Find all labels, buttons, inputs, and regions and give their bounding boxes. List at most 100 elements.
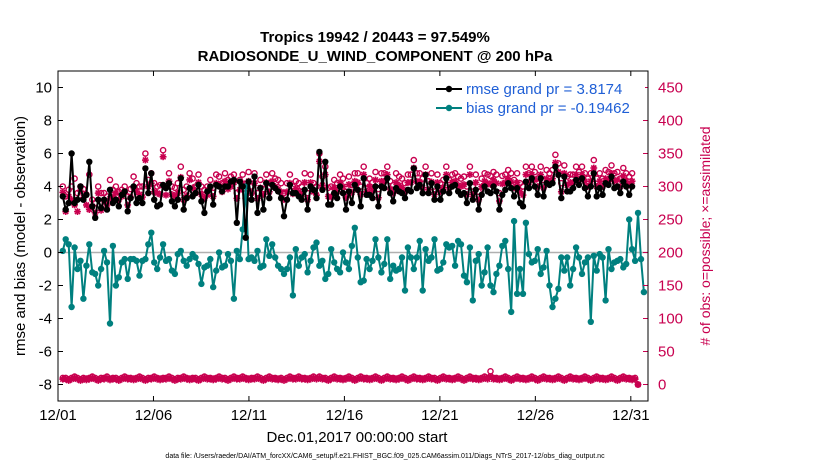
y2-tick-label: 0 — [658, 377, 666, 394]
bias-point — [575, 254, 583, 261]
rmse-point — [198, 198, 205, 205]
obs-possible-point — [466, 163, 474, 170]
bias-point — [369, 257, 376, 264]
rmse-point — [263, 180, 270, 187]
rmse-point — [623, 183, 630, 190]
bias-point — [183, 262, 190, 269]
bias-point — [301, 250, 308, 258]
bias-point — [549, 303, 556, 311]
bias-point — [543, 247, 550, 255]
y-tick-label: 2 — [44, 212, 52, 229]
rmse-point — [575, 181, 583, 189]
y-tick-label: -2 — [39, 278, 52, 295]
bias-point — [236, 255, 243, 263]
obs-possible-point — [460, 173, 468, 180]
bias-point — [390, 262, 397, 269]
rmse-point — [431, 196, 438, 203]
bias-point — [581, 259, 589, 266]
obs-assimilated-point — [472, 179, 480, 186]
bias-point — [77, 257, 84, 264]
y2-tick-label: 100 — [658, 311, 683, 328]
obs-possible-point — [354, 169, 362, 177]
rmse-point — [174, 196, 181, 203]
rmse-point — [410, 165, 417, 172]
obs-possible-point — [94, 183, 102, 190]
bias-point — [360, 277, 367, 284]
obs-possible-point — [268, 169, 276, 177]
bias-point — [213, 267, 220, 274]
obs-assimilated-late-point — [507, 377, 515, 384]
bias-point — [519, 290, 527, 297]
bias-point — [460, 272, 468, 279]
bias-point — [631, 257, 639, 264]
rmse-point — [68, 150, 75, 157]
rmse-point — [508, 184, 515, 192]
obs-assimilated-point — [590, 164, 598, 172]
obs-assimilated-late-point — [534, 377, 542, 384]
obs-possible-point — [71, 175, 78, 182]
bias-point — [516, 265, 524, 273]
bias-point — [584, 254, 592, 261]
bias-point — [490, 288, 497, 296]
bias-point — [493, 270, 500, 278]
bias-point — [398, 254, 406, 261]
rmse-point — [440, 188, 447, 195]
obs-assimilated-point — [186, 176, 193, 184]
bias-point — [475, 250, 482, 258]
rmse-point — [130, 183, 137, 190]
obs-possible-point — [159, 146, 167, 154]
bias-point — [531, 257, 538, 264]
obs-possible-point — [501, 171, 509, 178]
bias-point — [472, 257, 479, 264]
y-tick-label: 0 — [44, 245, 52, 262]
bias-point — [177, 247, 184, 255]
rmse-point — [148, 170, 155, 177]
rmse-point — [121, 188, 128, 195]
bias-point — [372, 236, 379, 243]
rmse-point — [587, 183, 594, 190]
obs-possible-point — [578, 163, 586, 170]
bias-point — [280, 270, 288, 278]
rmse-point — [171, 203, 179, 210]
rmse-point — [322, 158, 329, 165]
obs-possible-point — [130, 173, 137, 180]
bias-point — [593, 267, 600, 274]
bias-point — [422, 246, 429, 253]
obs-possible-point — [628, 169, 636, 177]
bias-point — [451, 262, 459, 269]
rmse-point — [558, 194, 565, 202]
rmse-point — [617, 189, 624, 197]
bias-point — [74, 265, 81, 273]
bias-point — [207, 255, 214, 263]
rmse-point — [354, 186, 361, 193]
rmse-point — [283, 196, 291, 203]
rmse-point — [401, 194, 409, 202]
rmse-point — [434, 183, 441, 190]
bias-point — [145, 241, 152, 248]
rmse-point — [336, 183, 344, 190]
bias-point — [86, 241, 93, 248]
bias-point — [283, 265, 291, 273]
bias-point — [210, 283, 217, 291]
bias-point — [92, 270, 99, 278]
bias-point — [569, 265, 577, 273]
bias-point — [617, 255, 624, 263]
rmse-point — [230, 176, 238, 184]
bias-point — [292, 246, 299, 253]
rmse-point — [83, 191, 90, 198]
obs-possible-point — [195, 171, 202, 178]
rmse-point — [572, 176, 580, 184]
bias-point — [180, 257, 187, 264]
obs-assimilated-point — [596, 177, 604, 185]
bias-point — [151, 259, 158, 266]
rmse-point — [528, 175, 535, 182]
bias-point — [395, 265, 403, 273]
y2-tick-label: 200 — [658, 245, 683, 262]
rmse-point — [416, 181, 423, 189]
rmse-point — [357, 203, 364, 210]
bias-point — [366, 265, 373, 273]
obs-possible-point — [165, 169, 173, 177]
bias-point — [331, 259, 338, 266]
bias-point — [204, 262, 211, 269]
rmse-point — [443, 175, 450, 182]
